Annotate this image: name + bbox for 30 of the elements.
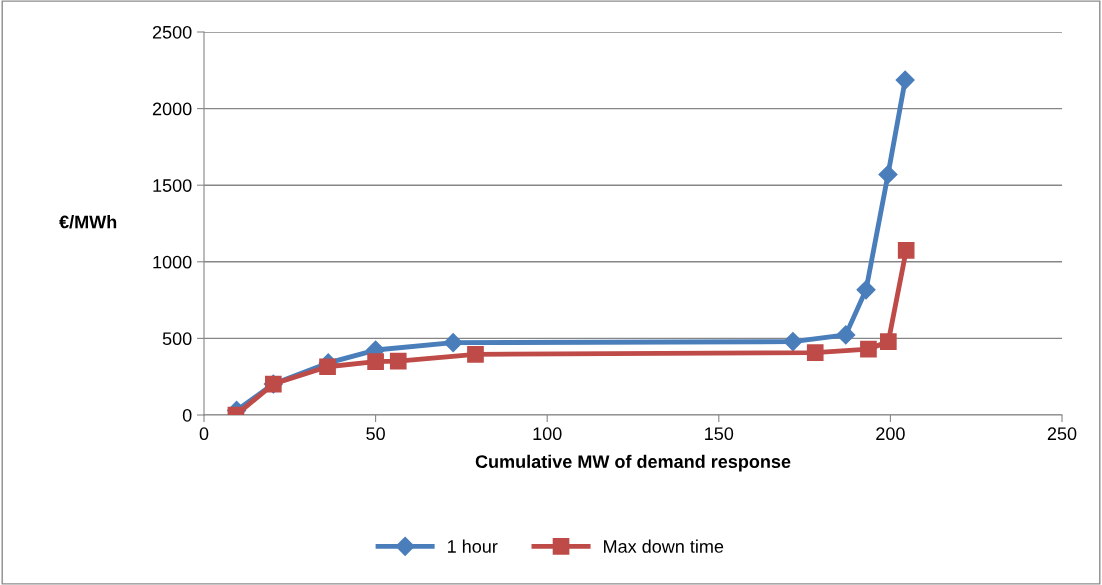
x-tick-label: 50	[366, 427, 385, 441]
point	[836, 325, 856, 345]
y-tick-label: 2000	[152, 102, 192, 116]
y-tick-label: 0	[182, 408, 192, 422]
x-axis-title: Cumulative MW of demand response	[475, 454, 791, 472]
y-axis-title: €/MWh	[59, 215, 117, 229]
point	[895, 70, 915, 90]
point	[878, 164, 898, 185]
y-tick-label: 500	[162, 332, 192, 346]
x-tick-label: 200	[876, 427, 905, 441]
x-tick-label: 150	[705, 427, 734, 441]
x-tick-label: 250	[1047, 427, 1077, 441]
legend-label: 1 hour	[448, 539, 498, 553]
point	[443, 333, 463, 353]
point	[467, 345, 484, 363]
point	[897, 241, 915, 259]
point	[783, 332, 803, 352]
x-tick-label: 0	[199, 427, 209, 441]
point	[367, 353, 384, 371]
point	[319, 358, 336, 376]
y-tick-label: 1500	[153, 179, 192, 192]
point	[860, 340, 877, 358]
y-tick-label: 1000	[153, 255, 192, 269]
point	[389, 352, 407, 370]
point	[880, 333, 897, 350]
x-tick-label: 100	[533, 427, 562, 441]
point	[856, 280, 876, 300]
y-tick-label: 2500	[152, 25, 192, 39]
legend-label: Max down time	[604, 539, 724, 553]
point	[806, 344, 824, 361]
